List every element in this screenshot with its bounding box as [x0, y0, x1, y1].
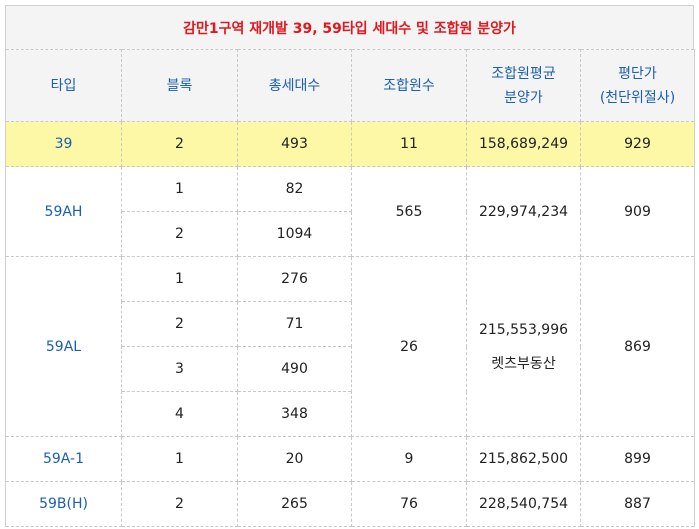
cell-pyeong-price: 869 [580, 256, 695, 437]
table-row-59al-4: 4 348 [6, 391, 695, 437]
cell-type: 39 [5, 121, 122, 167]
cell-avg-price: 215,553,996 렛츠부동산 [466, 256, 581, 437]
table-title: 감만1구역 재개발 39, 59타입 세대수 및 조합원 분양가 [5, 5, 694, 49]
table-row-39: 39 2 493 11 158,689,249 929 [5, 121, 695, 167]
cell-block: 1 [121, 436, 238, 482]
cell-block: 3 [121, 346, 238, 392]
cell-avg-price: 228,540,754 [466, 481, 581, 527]
header-members: 조합원수 [351, 49, 467, 122]
cell-pyeong-price: 929 [580, 121, 695, 167]
cell-members: 9 [351, 436, 467, 482]
header-block: 블록 [121, 49, 238, 122]
header-households: 총세대수 [237, 49, 352, 122]
cell-pyeong-price: 887 [580, 481, 695, 527]
cell-members: 76 [351, 481, 467, 527]
header-pyeong-line1: 평단가 [618, 65, 657, 82]
cell-households: 71 [237, 301, 352, 347]
cell-block: 2 [121, 211, 238, 257]
cell-pyeong-price: 899 [580, 436, 695, 482]
cell-households: 490 [237, 346, 352, 392]
cell-households: 82 [237, 166, 352, 212]
cell-block: 1 [121, 256, 238, 302]
cell-households: 1094 [237, 211, 352, 257]
header-pyeong-price: 평단가 (천단위절사) [580, 49, 695, 122]
cell-type: 59A-1 [5, 436, 122, 482]
header-avg-price-line2: 분양가 [504, 89, 543, 106]
header-type: 타입 [5, 49, 122, 122]
table-row-59ah-1: 59AH 1 82 565 229,974,234 909 [5, 166, 695, 257]
cell-pyeong-price: 909 [580, 166, 695, 257]
table-row-59ah-2: 2 1094 [6, 211, 695, 257]
cell-households: 348 [237, 391, 352, 437]
cell-members: 565 [351, 166, 467, 257]
cell-households: 265 [237, 481, 352, 527]
cell-households: 493 [237, 121, 352, 167]
cell-type: 59AH [5, 166, 122, 257]
watermark-text: 렛츠부동산 [491, 355, 556, 372]
price-table: 타입 블록 총세대수 조합원수 조합원평균 분양가 평단가 (천단위절사) 39 2… [5, 49, 695, 527]
avg-price-value: 215,553,996 [478, 321, 569, 338]
cell-avg-price: 229,974,234 [466, 166, 581, 257]
cell-block: 2 [121, 481, 238, 527]
cell-block: 2 [121, 121, 238, 167]
cell-type: 59AL [5, 256, 122, 437]
cell-avg-price: 215,862,500 [466, 436, 581, 482]
table-row-59bh: 59B(H) 2 265 76 228,540,754 887 [5, 481, 695, 527]
cell-members: 11 [351, 121, 467, 167]
cell-members: 26 [351, 256, 467, 437]
table-row-59a-1: 59A-1 1 20 9 215,862,500 899 [5, 436, 695, 482]
table-row-59al-2: 2 71 [6, 301, 695, 347]
cell-avg-price: 158,689,249 [466, 121, 581, 167]
header-pyeong-line2: (천단위절사) [599, 89, 676, 106]
cell-type: 59B(H) [5, 481, 122, 527]
cell-block: 4 [121, 391, 238, 437]
cell-households: 276 [237, 256, 352, 302]
table-row-59al-3: 3 490 [6, 346, 695, 392]
header-avg-price-line1: 조합원평균 [491, 65, 556, 82]
cell-block: 1 [121, 166, 238, 212]
cell-households: 20 [237, 436, 352, 482]
cell-block: 2 [121, 301, 238, 347]
table-row-59al-1: 59AL 1 276 26 215,553,996 렛츠부동산 869 [5, 256, 695, 437]
